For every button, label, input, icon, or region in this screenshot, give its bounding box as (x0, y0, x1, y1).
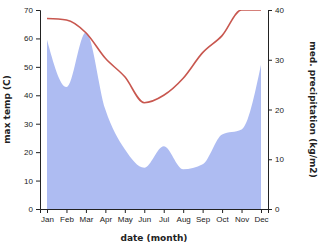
tick-mark (36, 152, 40, 153)
tick-label: 0 (275, 205, 280, 214)
tick: 40 (24, 91, 40, 100)
tick-mark (164, 209, 165, 213)
tick-mark (125, 209, 126, 213)
tick-label: Jan (41, 215, 54, 224)
tick-label: 40 (275, 6, 284, 15)
tick-mark (36, 124, 40, 125)
tick-mark (36, 181, 40, 182)
tick: Jul (159, 209, 169, 224)
tick-mark (222, 209, 223, 213)
tick: Jan (41, 209, 54, 224)
tick: 30 (268, 56, 284, 65)
tick: 60 (24, 34, 40, 43)
tick: Feb (60, 209, 74, 224)
tick: Nov (235, 209, 249, 224)
tick-mark (268, 159, 272, 160)
plot-area (47, 10, 261, 209)
tick-label: Mar (80, 215, 94, 224)
tick-label: Aug (177, 215, 191, 224)
y-axis-title: max temp (C) (2, 75, 12, 144)
tick: Apr (100, 209, 113, 224)
tick-label: Dec (254, 215, 268, 224)
tick: 30 (24, 120, 40, 129)
x-axis-title: date (month) (121, 233, 188, 243)
tick: 0 (268, 205, 280, 214)
tick-label: Jul (159, 215, 169, 224)
tick-mark (203, 209, 204, 213)
tick-mark (36, 95, 40, 96)
y2-axis-title: med. precipitation (kg/m2) (308, 41, 318, 177)
tick-label: Feb (60, 215, 74, 224)
tick-mark (36, 38, 40, 39)
tick-label: Jun (138, 215, 151, 224)
tick-mark (183, 209, 184, 213)
tick-label: 30 (275, 56, 284, 65)
temp-line (47, 10, 261, 103)
tick-mark (36, 67, 40, 68)
tick-mark (268, 10, 272, 11)
tick: Oct (216, 209, 229, 224)
tick-label: 30 (24, 120, 33, 129)
tick: 40 (268, 6, 284, 15)
tick-mark (242, 209, 243, 213)
tick-mark (105, 209, 106, 213)
axis-line (41, 210, 269, 214)
tick: 10 (24, 177, 40, 186)
tick-mark (36, 10, 40, 11)
tick: 0 (29, 205, 40, 214)
tick: 10 (268, 155, 284, 164)
tick-label: 20 (24, 148, 33, 157)
tick: Aug (177, 209, 191, 224)
tick-mark (66, 209, 67, 213)
tick-label: Sep (196, 215, 211, 224)
tick-mark (36, 209, 40, 210)
tick-mark (86, 209, 87, 213)
axis-line (269, 11, 273, 210)
tick-label: 40 (24, 91, 33, 100)
tick: Mar (80, 209, 94, 224)
y2-axis: 0 10 20 30 40 (268, 6, 284, 214)
tick-label: Apr (100, 215, 113, 224)
tick-mark (268, 110, 272, 111)
tick: 20 (268, 106, 284, 115)
precip-area (47, 32, 261, 209)
tick-label: 10 (24, 177, 33, 186)
tick-label: May (118, 215, 133, 224)
tick: May (118, 209, 133, 224)
tick-label: Nov (235, 215, 249, 224)
tick-label: 10 (275, 155, 284, 164)
tick-mark (268, 209, 272, 210)
x-axis: Jan Feb Mar Apr May Jun Jul Aug Sep Oct Nov Dec (41, 209, 269, 224)
tick-mark (261, 209, 262, 213)
tick-label: 20 (275, 106, 284, 115)
tick: Dec (254, 209, 268, 224)
tick-label: 70 (24, 6, 33, 15)
tick-label: 0 (29, 205, 34, 214)
axis-line (36, 11, 41, 210)
tick: 70 (24, 6, 40, 15)
tick: Sep (196, 209, 211, 224)
tick-mark (47, 209, 48, 213)
tick-label: Oct (216, 215, 229, 224)
tick-label: 60 (24, 34, 33, 43)
tick-mark (144, 209, 145, 213)
tick: 20 (24, 148, 40, 157)
tick: 50 (24, 63, 40, 72)
tick-mark (268, 60, 272, 61)
tick: Jun (138, 209, 151, 224)
chart: Jan Feb Mar Apr May Jun Jul Aug Sep Oct Nov Dec 0 10 2… (0, 0, 318, 247)
tick-label: 50 (24, 63, 33, 72)
y-axis: 0 10 20 30 40 50 60 70 (24, 6, 40, 214)
